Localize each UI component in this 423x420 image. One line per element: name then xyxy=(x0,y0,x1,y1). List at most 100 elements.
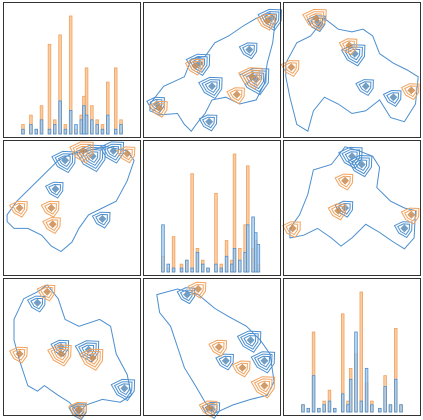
contour-level xyxy=(201,401,221,419)
contour-cluster-b xyxy=(250,376,276,399)
contour-level xyxy=(250,376,276,399)
contour-level xyxy=(340,44,366,67)
contour-level xyxy=(347,48,361,61)
contour-core xyxy=(191,61,200,70)
contour-cluster-b xyxy=(40,200,60,218)
contour-level xyxy=(330,205,344,218)
contour-panel-r1-c2 xyxy=(282,146,420,250)
histogram-bar-a xyxy=(161,224,165,273)
contour-level xyxy=(355,79,374,97)
contour-core xyxy=(61,156,70,165)
panel-frame-r2-c2 xyxy=(283,278,421,416)
density-outline xyxy=(149,12,277,132)
contour-level xyxy=(201,116,215,129)
contour-level xyxy=(201,402,215,415)
panel-frame-r2-c1 xyxy=(143,278,281,416)
contour-level xyxy=(231,360,251,378)
contour-level xyxy=(334,173,354,191)
contour-level xyxy=(198,400,218,418)
contour-core xyxy=(334,206,343,215)
contour-level xyxy=(99,141,125,164)
contour-core xyxy=(357,160,366,169)
contour-level xyxy=(208,339,228,357)
contour-cluster-b xyxy=(198,400,218,418)
contour-level xyxy=(75,145,89,158)
contour-level xyxy=(400,83,420,101)
contour-panel-r1-c0 xyxy=(6,141,136,253)
contour-core xyxy=(400,224,409,233)
contour-cluster-b xyxy=(9,200,28,218)
contour-level xyxy=(47,344,72,367)
contour-cluster-b xyxy=(238,67,263,90)
contour-level xyxy=(403,209,417,222)
histogram-bar-a xyxy=(238,259,242,273)
contour-cluster-a xyxy=(393,221,413,239)
contour-level xyxy=(30,297,44,310)
contour-level xyxy=(40,200,60,218)
histogram-bar-a xyxy=(393,378,398,413)
contour-cluster-a xyxy=(44,181,64,199)
contour-level xyxy=(244,71,258,84)
histogram-bar-a xyxy=(333,407,337,413)
contour-cluster-b xyxy=(302,8,327,32)
contour-level xyxy=(9,346,28,364)
contour-level xyxy=(337,175,351,188)
contour-level xyxy=(78,348,104,371)
histogram-bar-a xyxy=(106,114,110,135)
contour-level xyxy=(54,153,74,171)
contour-level xyxy=(85,353,99,365)
contour-level xyxy=(218,355,232,368)
contour-level xyxy=(253,353,273,371)
histogram-bar-a xyxy=(383,386,387,413)
contour-level xyxy=(43,202,57,215)
contour-cluster-b xyxy=(226,87,245,105)
contour-core xyxy=(312,14,321,23)
contour-core xyxy=(123,149,132,158)
contour-level xyxy=(302,8,327,32)
contour-core xyxy=(88,354,97,362)
contour-level xyxy=(117,383,131,396)
contour-level xyxy=(44,181,64,199)
contour-core xyxy=(263,17,272,25)
contour-level xyxy=(26,295,46,313)
contour-cluster-b xyxy=(47,344,72,367)
contour-panel-r2-c1 xyxy=(156,281,276,419)
contour-core xyxy=(287,63,296,72)
contour-cluster-a xyxy=(215,353,234,371)
histogram-bar-b xyxy=(190,173,194,273)
contour-level xyxy=(257,8,283,32)
panel-frame-r2-c0 xyxy=(3,278,141,416)
histogram-bar-a xyxy=(301,404,305,413)
contour-level xyxy=(257,380,271,393)
histogram-bar-a xyxy=(29,124,33,135)
contour-level xyxy=(211,341,225,354)
contour-cluster-b xyxy=(334,173,354,191)
contour-level xyxy=(78,146,104,170)
contour-level xyxy=(198,114,218,132)
contour-core xyxy=(208,82,216,91)
contour-level xyxy=(72,143,92,161)
contour-level xyxy=(235,362,248,375)
histogram-bar-a xyxy=(90,119,94,135)
contour-cluster-b xyxy=(231,360,251,378)
contour-core xyxy=(288,224,297,233)
contour-level xyxy=(190,284,204,296)
contour-level xyxy=(256,13,276,31)
contour-level xyxy=(9,200,28,218)
histogram-bar-a xyxy=(322,404,326,413)
contour-core xyxy=(51,185,60,193)
contour-core xyxy=(260,356,269,365)
contour-core xyxy=(98,214,107,223)
contour-core xyxy=(205,403,214,412)
contour-level xyxy=(305,11,325,29)
contour-level xyxy=(229,89,243,102)
histogram-bar-a xyxy=(306,407,311,413)
histogram-bar-a xyxy=(370,404,374,413)
histogram-bar-a xyxy=(119,124,123,135)
histogram-panel-2 xyxy=(301,291,403,413)
histogram-bar-a xyxy=(206,267,210,273)
contour-level xyxy=(12,348,26,361)
histogram-bar-a xyxy=(256,244,261,273)
contour-cluster-a xyxy=(99,141,125,164)
